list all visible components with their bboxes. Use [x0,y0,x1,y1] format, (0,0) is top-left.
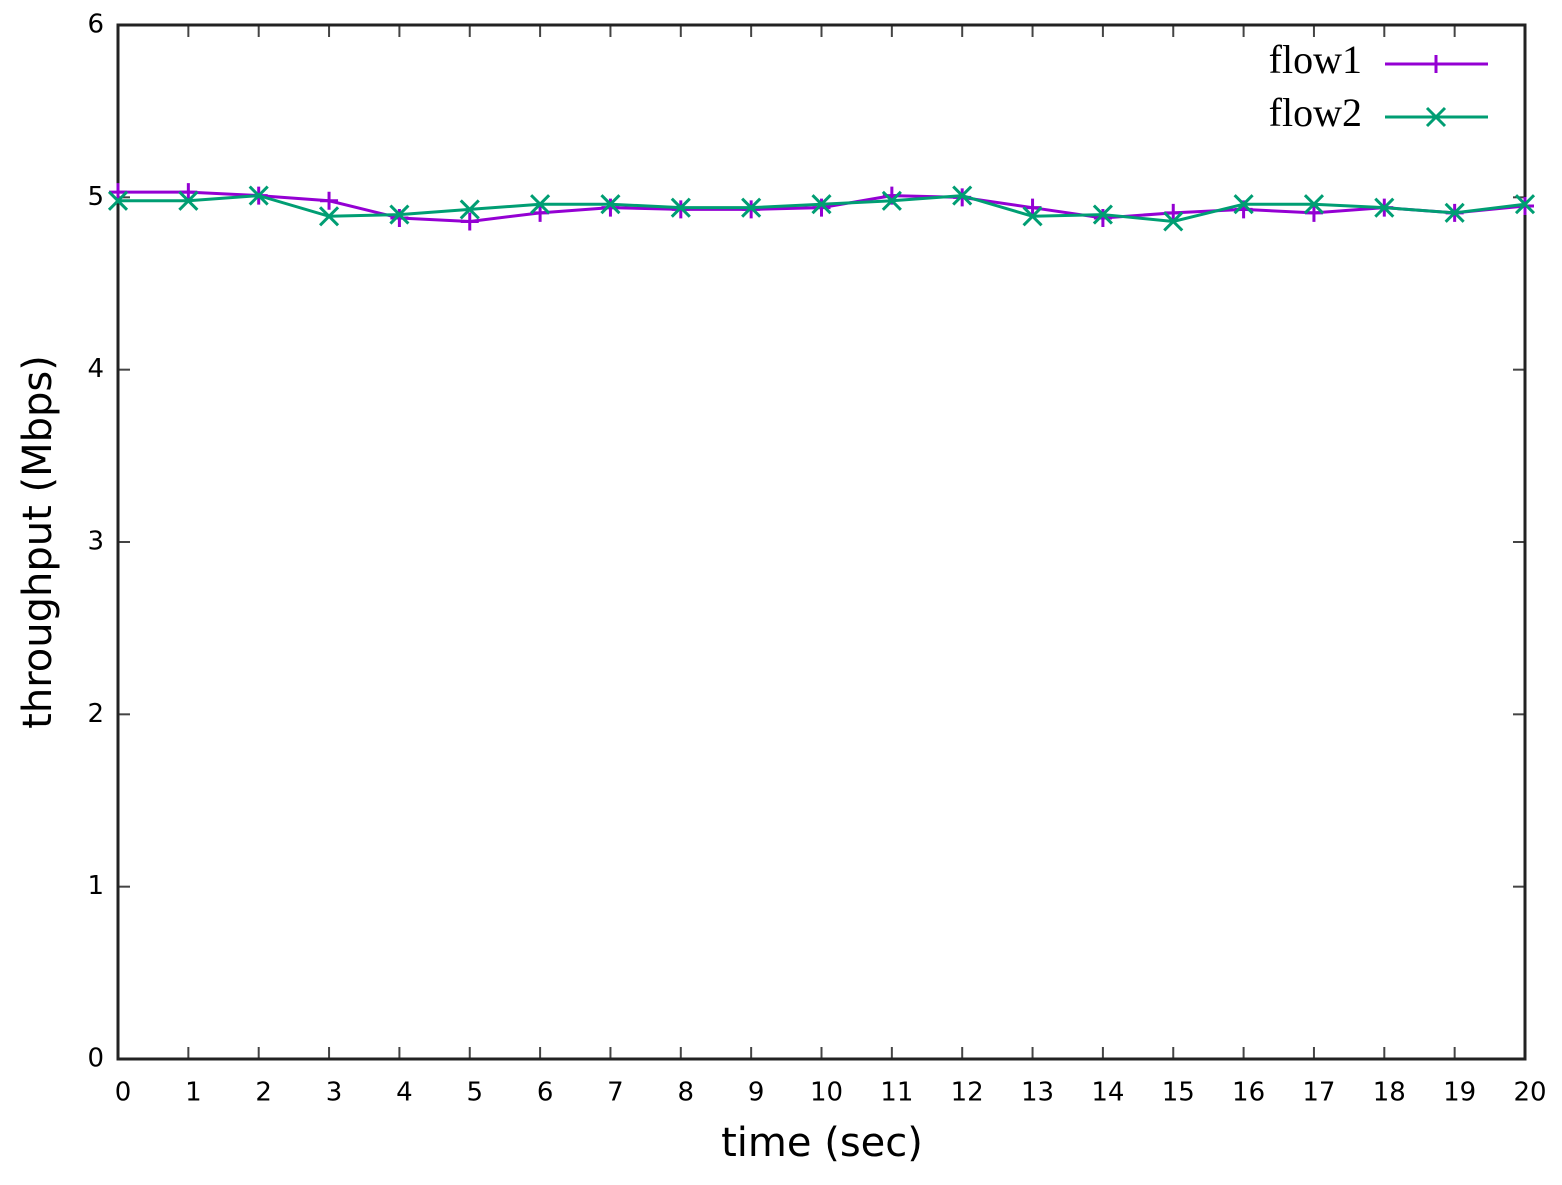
point-marker [1444,202,1465,223]
x-tick-label: 8 [678,1078,695,1108]
point-marker [389,204,410,225]
plot-frame [116,23,1527,1061]
x-tick-label: 17 [1302,1078,1335,1108]
x-tick-label: 3 [326,1078,343,1108]
y-tick-label: 4 [87,354,104,384]
x-axis-label: time (sec) [721,1120,923,1166]
x-tick-label: 10 [810,1078,843,1108]
point-marker [811,194,832,215]
point-marker [1022,206,1043,227]
point-marker [459,199,480,220]
x-tick-label: 7 [607,1078,624,1108]
point-marker [320,191,339,210]
point-marker [248,185,269,206]
x-tick-label: 13 [1021,1078,1054,1108]
point-marker [670,197,691,218]
point-marker [109,183,127,202]
point-marker [530,194,551,215]
x-tick-label: 15 [1162,1078,1195,1108]
x-tick-label: 11 [880,1078,913,1108]
point-marker [1093,209,1112,228]
x-tick-label: 5 [466,1078,483,1108]
y-axis-label: throughput (Mbps) [15,355,61,729]
x-tick-label: 16 [1232,1078,1265,1108]
y-tick-label: 2 [87,699,104,729]
point-marker [1374,197,1395,218]
point-marker [460,212,479,231]
point-marker [1304,203,1323,222]
x-tick-label: 20 [1513,1078,1546,1108]
point-marker [601,198,620,217]
point-marker [1233,194,1254,215]
y-tick-label: 3 [87,527,104,557]
x-tick-label: 18 [1373,1078,1406,1108]
point-marker [318,206,340,227]
legend-label: flow2 [1269,90,1362,135]
point-marker [952,185,973,206]
point-marker [881,190,902,211]
y-tick-label: 1 [87,871,104,901]
point-marker [178,190,199,211]
y-tick-label: 0 [87,1044,104,1074]
x-tick-label: 9 [748,1078,765,1108]
x-tick-label: 4 [396,1078,413,1108]
x-tick-label: 1 [185,1078,202,1108]
point-marker [1514,194,1536,215]
point-marker [1427,55,1445,73]
point-marker [1163,211,1184,232]
point-marker [1425,106,1447,128]
x-tick-label: 0 [115,1078,132,1108]
point-marker [179,183,198,202]
legend-label: flow1 [1269,37,1362,82]
x-tick-label: 14 [1091,1078,1124,1108]
point-marker [1164,203,1183,222]
point-marker [600,194,621,215]
point-marker [1023,198,1042,217]
point-marker [1092,204,1113,225]
point-marker [107,190,129,211]
point-marker [741,197,762,218]
y-tick-label: 5 [87,182,104,212]
x-tick-label: 19 [1443,1078,1476,1108]
x-tick-label: 6 [537,1078,554,1108]
point-marker [1303,194,1325,215]
y-tick-label: 6 [87,10,104,40]
point-marker [531,203,550,222]
x-tick-label: 2 [255,1078,272,1108]
x-tick-label: 12 [951,1078,984,1108]
point-marker [390,209,409,228]
point-marker [812,198,831,217]
